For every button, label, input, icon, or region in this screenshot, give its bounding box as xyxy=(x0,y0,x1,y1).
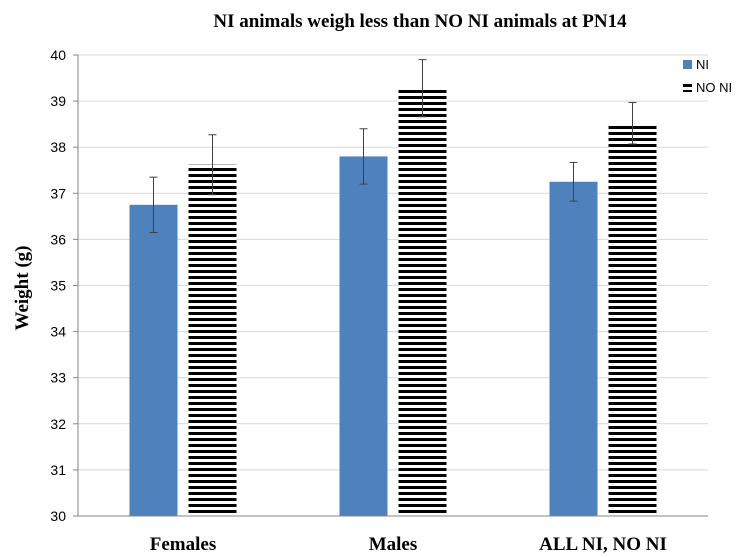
error-bar xyxy=(359,128,368,185)
error-bar xyxy=(149,176,158,233)
y-tick-label: 32 xyxy=(50,416,66,432)
legend-label-no-ni: NO NI xyxy=(696,80,732,95)
bars xyxy=(129,88,657,517)
error-bar xyxy=(569,161,578,202)
error-bar xyxy=(418,59,427,118)
gridlines xyxy=(78,54,708,471)
y-axis-label: Weight (g) xyxy=(12,246,33,331)
y-tick-label: 40 xyxy=(50,47,66,63)
bar-no-ni xyxy=(398,88,447,516)
y-tick-label: 38 xyxy=(50,139,66,155)
legend-swatch-no-ni xyxy=(683,83,692,92)
error-bar xyxy=(208,134,217,196)
x-tick-label: Females xyxy=(150,534,216,555)
legend-swatch-ni xyxy=(683,60,692,69)
legend: NI NO NI xyxy=(683,57,732,95)
error-bar xyxy=(628,101,637,145)
y-tick-label: 30 xyxy=(50,508,66,524)
bar-ni xyxy=(339,156,388,517)
error-bars xyxy=(149,59,637,233)
legend-label-ni: NI xyxy=(696,57,709,72)
x-axis-ticks: Females Males ALL NI, NO NI xyxy=(150,534,667,555)
y-tick-label: 31 xyxy=(50,462,66,478)
x-tick-label: Males xyxy=(369,534,418,555)
x-tick-label: ALL NI, NO NI xyxy=(539,534,667,555)
bar-no-ni xyxy=(188,164,237,516)
legend-item-ni: NI xyxy=(683,57,709,72)
y-tick-label: 33 xyxy=(50,370,66,386)
bar-no-ni xyxy=(608,123,657,516)
chart-title: NI animals weigh less than NO NI animals… xyxy=(213,11,627,32)
legend-item-no-ni: NO NI xyxy=(683,80,732,95)
y-tick-label: 37 xyxy=(50,185,66,201)
y-tick-label: 36 xyxy=(50,231,66,247)
bar-ni xyxy=(549,181,598,516)
y-tick-label: 35 xyxy=(50,278,66,294)
y-axis-ticks: 30 31 32 33 34 35 36 37 38 39 40 xyxy=(50,47,78,524)
y-tick-label: 39 xyxy=(50,93,66,109)
bar-ni xyxy=(129,204,178,516)
y-tick-label: 34 xyxy=(50,324,66,340)
